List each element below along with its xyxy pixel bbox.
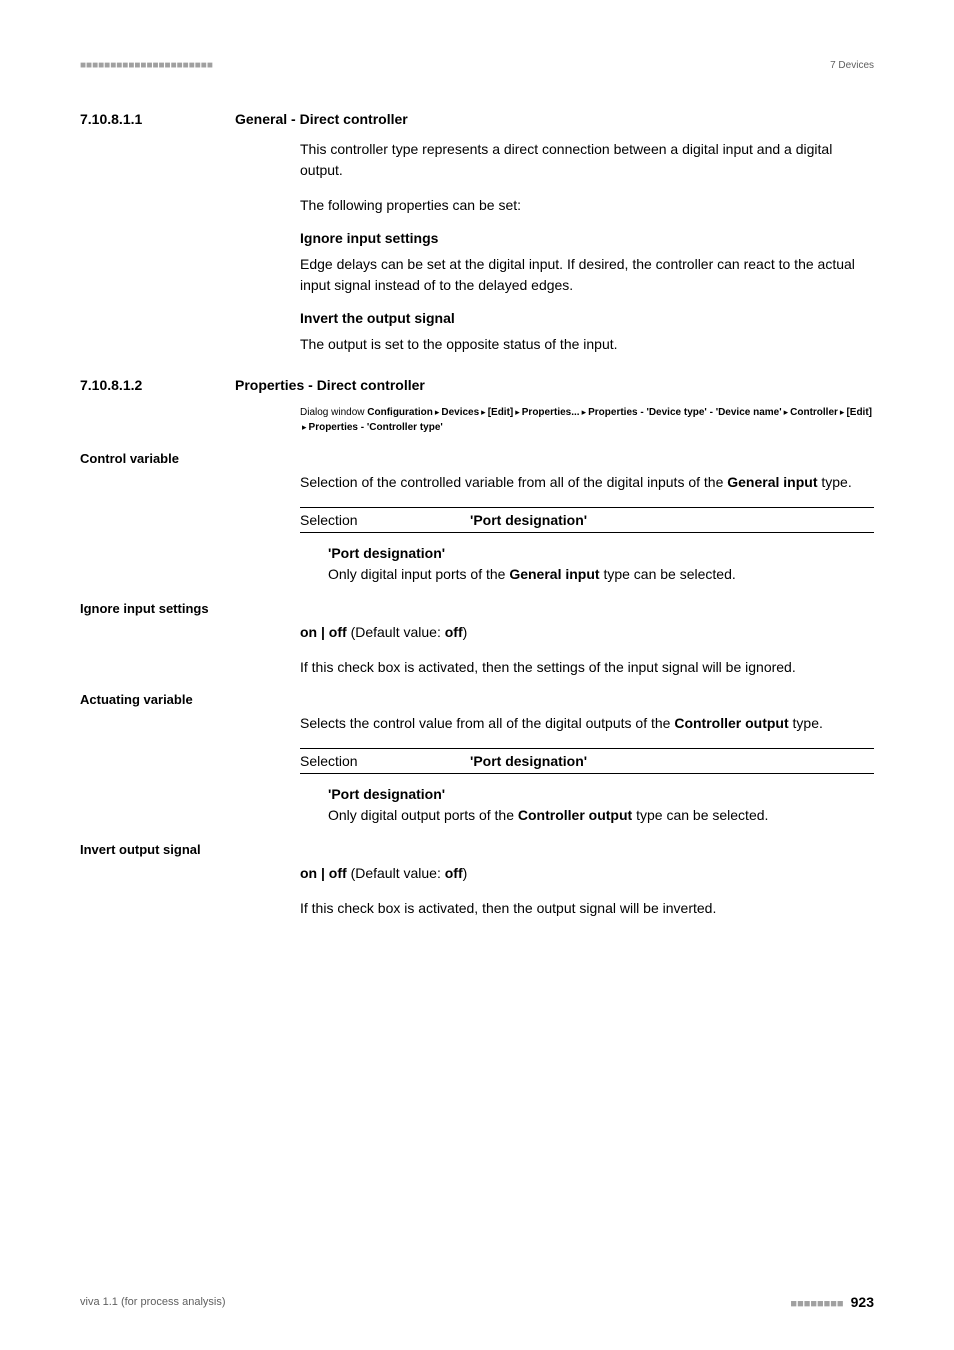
section1-sub1-text: Edge delays can be set at the digital in… <box>300 254 874 296</box>
actuating-label: Actuating variable <box>80 692 874 707</box>
actuating-selection-row: Selection 'Port designation' <box>300 748 874 774</box>
bc-8: Properties - 'Controller type' <box>309 422 443 433</box>
act-port-text: Only digital output ports of the Control… <box>328 805 874 826</box>
cv-port-text-bold: General input <box>509 566 599 582</box>
page-footer: viva 1.1 (for process analysis) ■■■■■■■■… <box>80 1294 874 1310</box>
header-chapter-label: 7 Devices <box>830 60 874 71</box>
control-variable-text-bold: General input <box>727 474 817 490</box>
section-number-1: 7.10.8.1.1 <box>80 111 235 127</box>
cv-port-text: Only digital input ports of the General … <box>328 564 874 585</box>
bc-6: Controller <box>790 407 838 418</box>
breadcrumb: Dialog window Configuration▸Devices▸[Edi… <box>300 405 874 435</box>
ii-onoff-bold: off <box>445 624 463 640</box>
cv-port-title: 'Port designation' <box>328 543 874 564</box>
breadcrumb-separator-icon: ▸ <box>481 406 486 420</box>
bc-3: [Edit] <box>488 407 514 418</box>
breadcrumb-separator-icon: ▸ <box>302 421 307 435</box>
footer-page-number: 923 <box>851 1294 874 1310</box>
cv-port-text-post: type can be selected. <box>600 566 736 582</box>
section-title-1: General - Direct controller <box>235 111 408 127</box>
bc-4: Properties... <box>522 407 580 418</box>
breadcrumb-separator-icon: ▸ <box>435 406 440 420</box>
footer-dashes: ■■■■■■■■ <box>790 1298 843 1310</box>
act-port-text-bold: Controller output <box>518 807 632 823</box>
section-heading-1: 7.10.8.1.1 General - Direct controller <box>80 111 874 127</box>
section1-sub1-title: Ignore input settings <box>300 230 874 246</box>
ii-onoff-post: ) <box>463 624 468 640</box>
actuating-text-pre: Selects the control value from all of th… <box>300 715 674 731</box>
section1-para1: This controller type represents a direct… <box>300 139 874 181</box>
section1-para2: The following properties can be set: <box>300 195 874 216</box>
breadcrumb-separator-icon: ▸ <box>784 406 789 420</box>
ignore-input-text: If this check box is activated, then the… <box>300 657 874 678</box>
section1-sub2-title: Invert the output signal <box>300 310 874 326</box>
control-variable-label: Control variable <box>80 451 874 466</box>
actuating-text-post: type. <box>789 715 823 731</box>
actuating-text-bold: Controller output <box>674 715 788 731</box>
bc-1: Configuration <box>367 407 433 418</box>
breadcrumb-separator-icon: ▸ <box>840 406 845 420</box>
header-dashes: ■■■■■■■■■■■■■■■■■■■■■■ <box>80 60 213 71</box>
invert-output-onoff: on | off (Default value: off) <box>300 863 874 884</box>
section1-sub2-text: The output is set to the opposite status… <box>300 334 874 355</box>
invert-output-label: Invert output signal <box>80 842 874 857</box>
breadcrumb-separator-icon: ▸ <box>515 406 520 420</box>
ignore-input-label: Ignore input settings <box>80 601 874 616</box>
ii-onoff-mid: (Default value: <box>347 624 445 640</box>
section-number-2: 7.10.8.1.2 <box>80 377 235 393</box>
invert-output-text: If this check box is activated, then the… <box>300 898 874 919</box>
bc-2: Devices <box>441 407 479 418</box>
control-variable-selection-row: Selection 'Port designation' <box>300 507 874 533</box>
act-port-title: 'Port designation' <box>328 784 874 805</box>
bc-5: Properties - 'Device type' - 'Device nam… <box>588 407 781 418</box>
breadcrumb-pre: Dialog window <box>300 407 367 418</box>
section-title-2: Properties - Direct controller <box>235 377 425 393</box>
act-port-desc: 'Port designation' Only digital output p… <box>328 784 874 826</box>
cv-port-desc: 'Port designation' Only digital input po… <box>328 543 874 585</box>
act-port-text-post: type can be selected. <box>632 807 768 823</box>
control-variable-text-post: type. <box>817 474 851 490</box>
io-onoff-pre: on | off <box>300 865 347 881</box>
cv-selection-label: Selection <box>300 512 470 528</box>
act-selection-label: Selection <box>300 753 470 769</box>
act-selection-value: 'Port designation' <box>470 753 587 769</box>
actuating-text: Selects the control value from all of th… <box>300 713 874 734</box>
page-header: ■■■■■■■■■■■■■■■■■■■■■■ 7 Devices <box>80 60 874 71</box>
cv-selection-value: 'Port designation' <box>470 512 587 528</box>
section-heading-2: 7.10.8.1.2 Properties - Direct controlle… <box>80 377 874 393</box>
ignore-input-onoff: on | off (Default value: off) <box>300 622 874 643</box>
breadcrumb-separator-icon: ▸ <box>582 406 587 420</box>
cv-port-text-pre: Only digital input ports of the <box>328 566 509 582</box>
ii-onoff-pre: on | off <box>300 624 347 640</box>
io-onoff-mid: (Default value: <box>347 865 445 881</box>
footer-right: ■■■■■■■■ 923 <box>790 1294 874 1310</box>
io-onoff-post: ) <box>463 865 468 881</box>
act-port-text-pre: Only digital output ports of the <box>328 807 518 823</box>
footer-left: viva 1.1 (for process analysis) <box>80 1296 226 1308</box>
io-onoff-bold: off <box>445 865 463 881</box>
bc-7: [Edit] <box>846 407 872 418</box>
control-variable-text-pre: Selection of the controlled variable fro… <box>300 474 727 490</box>
control-variable-text: Selection of the controlled variable fro… <box>300 472 874 493</box>
